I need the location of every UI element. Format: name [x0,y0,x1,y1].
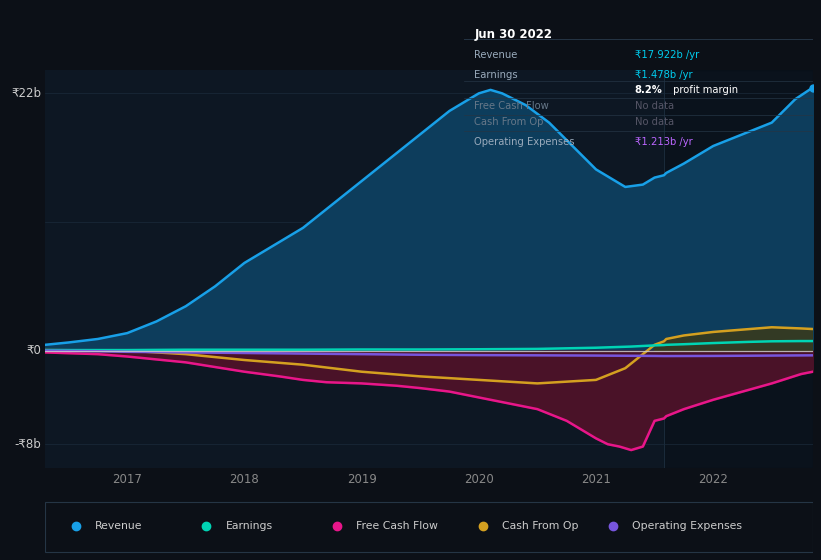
Text: ₹22b: ₹22b [11,87,41,100]
Text: Cash From Op: Cash From Op [502,521,579,531]
Bar [664,70,813,468]
Text: ₹17.922b /yr: ₹17.922b /yr [635,50,699,60]
Text: No data: No data [635,101,674,111]
Text: ₹1.213b /yr: ₹1.213b /yr [635,137,693,147]
Text: Operating Expenses: Operating Expenses [632,521,742,531]
Text: ₹1.478b /yr: ₹1.478b /yr [635,69,692,80]
Text: profit margin: profit margin [670,85,738,95]
Text: Revenue: Revenue [95,521,143,531]
Text: 8.2%: 8.2% [635,85,663,95]
Text: Revenue: Revenue [475,50,518,60]
Text: Earnings: Earnings [226,521,273,531]
Text: Free Cash Flow: Free Cash Flow [475,101,549,111]
Text: Operating Expenses: Operating Expenses [475,137,575,147]
Text: Earnings: Earnings [475,69,518,80]
Text: Jun 30 2022: Jun 30 2022 [475,27,553,40]
Text: -₹8b: -₹8b [15,438,41,451]
Text: Cash From Op: Cash From Op [475,117,544,127]
Bar [45,502,813,552]
Text: Free Cash Flow: Free Cash Flow [356,521,438,531]
Text: No data: No data [635,117,674,127]
Text: ₹0: ₹0 [26,344,41,357]
